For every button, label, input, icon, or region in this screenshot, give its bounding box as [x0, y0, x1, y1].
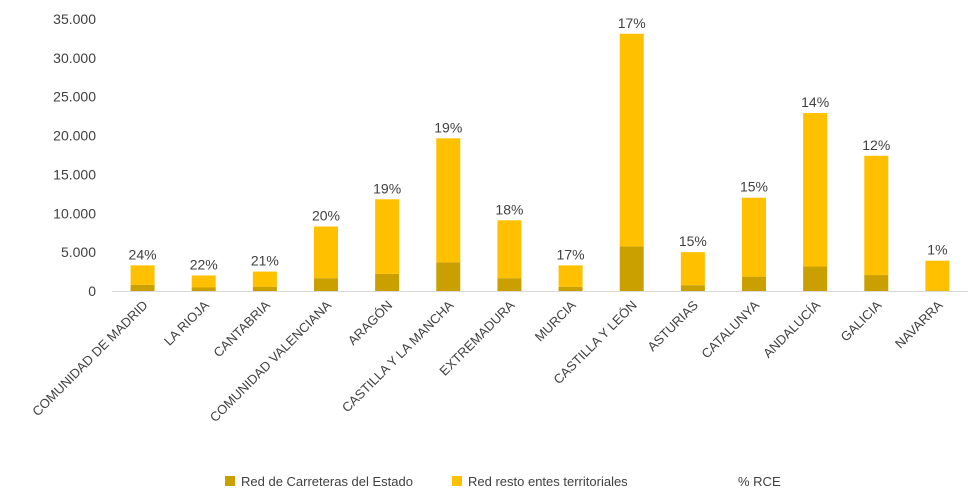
bar-rce [497, 278, 522, 291]
y-tick-label: 15.000 [53, 166, 96, 182]
x-tick-label: COMUNIDAD VALENCIANA [207, 297, 335, 425]
legend-swatch-rce [225, 476, 235, 486]
x-axis: COMUNIDAD DE MADRID LA RIOJACANTABRIACOMU… [29, 297, 946, 425]
percent-label: 24% [129, 246, 157, 262]
bar-resto [864, 155, 889, 276]
bar-resto [558, 265, 583, 287]
bar-rce [436, 262, 461, 291]
y-tick-label: 35.000 [53, 11, 96, 27]
percent-label: 15% [679, 233, 707, 249]
bar-rce [375, 273, 400, 291]
legend: Red de Carreteras del Estado Red resto e… [225, 474, 781, 489]
x-tick-label: MURCIA [532, 297, 579, 344]
bars [130, 33, 950, 291]
y-tick-label: 10.000 [53, 205, 96, 221]
percent-label: 22% [190, 256, 218, 272]
percent-labels: 24% 22% 21% 20% 19% 19% 18% 17% 17% 15% 15% 14% 12% 1… [129, 15, 948, 273]
bar-resto [619, 33, 644, 247]
bar-rce [252, 286, 277, 291]
x-tick-label: LA RIOJA [161, 297, 212, 348]
bar-resto [803, 113, 828, 267]
bar-rce [314, 278, 338, 291]
bar-resto [497, 220, 522, 279]
bar-resto [925, 260, 950, 291]
percent-label: 20% [312, 207, 340, 223]
bar-rce [680, 285, 705, 291]
percent-label: 21% [251, 253, 279, 269]
x-tick-label: CANTABRIA [210, 297, 273, 360]
legend-label-pct-rce: % RCE [738, 474, 781, 489]
bar-resto [375, 199, 400, 274]
x-tick-label: CATALUNYA [698, 297, 762, 361]
x-tick-label: CASTILLA Y LA MANCHA [339, 297, 457, 415]
percent-label: 17% [557, 246, 585, 262]
legend-swatch-resto [452, 476, 462, 486]
bar-resto [436, 138, 461, 263]
bar-resto [314, 226, 338, 279]
percent-label: 18% [495, 201, 523, 217]
x-tick-label: ANDALUCÍA [760, 297, 823, 360]
bar-rce [803, 266, 828, 291]
percent-label: 19% [434, 119, 462, 135]
y-tick-label: 5.000 [61, 244, 96, 260]
x-tick-label: GALICIA [838, 297, 885, 344]
legend-label-resto: Red resto entes territoriales [468, 474, 628, 489]
y-tick-label: 25.000 [53, 89, 96, 105]
legend-label-rce: Red de Carreteras del Estado [241, 474, 413, 489]
percent-label: 19% [373, 180, 401, 196]
percent-label: 17% [618, 15, 646, 31]
y-tick-label: 30.000 [53, 50, 96, 66]
bar-rce [191, 287, 216, 291]
bar-resto [252, 271, 277, 287]
bar-resto [191, 275, 216, 288]
bar-resto [680, 252, 705, 286]
bar-rce [558, 286, 583, 291]
x-tick-label: ASTURIAS [644, 297, 701, 354]
percent-label: 15% [740, 179, 768, 195]
x-tick-label: NAVARRA [892, 297, 946, 351]
bar-rce [130, 284, 155, 291]
bar-rce [619, 246, 644, 291]
bar-resto [130, 265, 155, 285]
bar-rce [864, 275, 889, 291]
percent-label: 12% [862, 137, 890, 153]
percent-label: 1% [927, 242, 947, 258]
percent-label: 14% [801, 94, 829, 110]
x-tick-label: ARAGÓN [345, 298, 395, 348]
bar-rce [742, 276, 766, 291]
y-axis: 0 5.000 10.000 15.000 20.000 25.000 30.000 35.0… [53, 11, 96, 299]
x-tick-label: COMUNIDAD DE MADRID [29, 298, 150, 419]
bar-resto [742, 197, 766, 277]
y-tick-label: 0 [88, 283, 96, 299]
y-tick-label: 20.000 [53, 128, 96, 144]
